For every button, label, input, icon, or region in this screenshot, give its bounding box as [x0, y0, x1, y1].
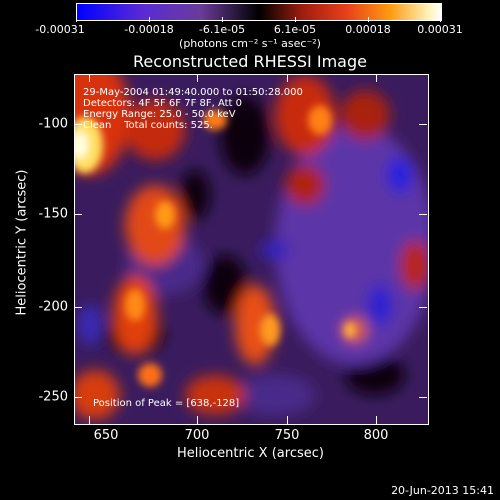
detectors-label: Detectors: 4F 5F 6F 7F 8F, Att 0 [83, 98, 243, 109]
colorbar-tick-label: -0.00018 [124, 23, 174, 36]
y-tick-label: -150 [38, 206, 68, 222]
colorbar-tick-label: 0.00018 [345, 23, 391, 36]
peak-position-label: Position of Peak = [638,-128] [93, 398, 240, 409]
colorbar [76, 3, 442, 21]
image-plot: 29-May-2004 01:49:40.000 to 01:50:28.000… [74, 74, 429, 425]
colorbar-tick-label: 6.1e-05 [273, 23, 317, 36]
x-tick-label: 750 [274, 428, 300, 443]
observation-time: 29-May-2004 01:49:40.000 to 01:50:28.000 [83, 87, 303, 98]
hxr-image-map [75, 75, 428, 424]
timestamp-footer: 20-Jun-2013 15:41 [391, 484, 494, 497]
colorbar-units: (photons cm⁻² s⁻¹ asec⁻²) [179, 37, 321, 50]
colorbar-tick-label: 0.00031 [417, 23, 463, 36]
colorbar-tick-label: -0.00031 [35, 23, 85, 36]
x-tick-label: 800 [363, 428, 389, 443]
x-tick-label: 650 [93, 428, 119, 443]
y-axis-label: Heliocentric Y (arcsec) [14, 169, 30, 316]
x-tick-label: 700 [184, 428, 210, 443]
colorbar-ticks: -0.00031 -0.00018 -6.1e-05 6.1e-05 0.000… [0, 0, 500, 50]
y-tick-label: -200 [38, 299, 68, 315]
y-tick-label: -250 [38, 389, 68, 405]
x-axis-label: Heliocentric X (arcsec) [177, 446, 324, 461]
plot-title: Reconstructed RHESSI Image [133, 52, 367, 71]
clean-counts-label: Clean Total counts: 525. [83, 120, 213, 131]
y-tick-label: -100 [38, 116, 68, 132]
colorbar-tick-label: -6.1e-05 [198, 23, 246, 36]
energy-range-label: Energy Range: 25.0 - 50.0 keV [83, 109, 236, 120]
